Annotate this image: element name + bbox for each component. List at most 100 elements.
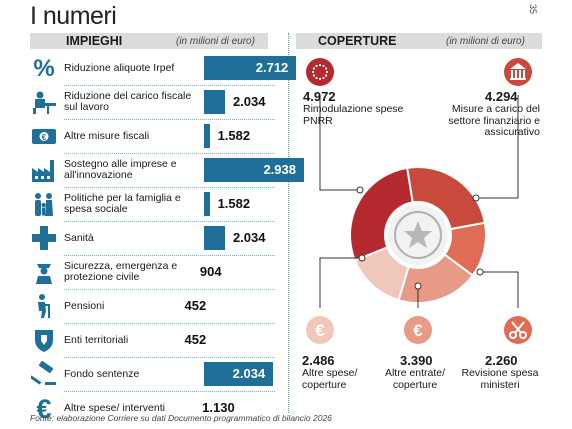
svg-text:€: € bbox=[42, 133, 47, 142]
row-separator bbox=[64, 85, 275, 86]
callout-dot bbox=[476, 268, 484, 276]
row-separator bbox=[64, 221, 275, 222]
health-cross-icon bbox=[30, 224, 58, 252]
bar-value-label: 2.938 bbox=[263, 162, 296, 177]
bar-row: Riduzione del carico fiscale sul lavoro … bbox=[30, 86, 275, 120]
bar-value-label: 1.582 bbox=[209, 192, 258, 216]
bar-category-label: Fondo sentenze bbox=[64, 367, 140, 380]
percent-icon: % bbox=[30, 54, 58, 82]
pie-value-label: 3.390 bbox=[400, 353, 433, 368]
pie-slice bbox=[349, 166, 414, 262]
coperture-heading: COPERTURE bbox=[318, 34, 397, 48]
bar-value-label: 1.582 bbox=[209, 124, 258, 148]
svg-text:€: € bbox=[315, 321, 325, 340]
pie-value-label: 4.294 bbox=[485, 89, 518, 104]
page-title: I numeri bbox=[30, 2, 117, 30]
bar-category-label: Riduzione del carico fiscale sul lavoro bbox=[64, 90, 192, 113]
svg-text:€: € bbox=[413, 321, 423, 340]
pie-value-label: 2.260 bbox=[485, 353, 518, 368]
pie-category-label: Misure a carico del settore finanziario … bbox=[448, 103, 540, 138]
shield-icon bbox=[30, 326, 58, 354]
callout-line bbox=[319, 95, 360, 191]
callout-dot bbox=[356, 186, 364, 194]
euro-icon: € bbox=[30, 394, 58, 422]
bar-row: Sanità 2.034 bbox=[30, 222, 275, 256]
bar-row: € Altre misure fiscali 1.582 bbox=[30, 120, 275, 154]
worker-desk-icon bbox=[30, 88, 58, 116]
pie-category-label: Altre entrate/ coperture bbox=[384, 367, 446, 391]
euro-coin-icon: € bbox=[404, 316, 432, 344]
callout-line bbox=[480, 271, 519, 308]
pie-category-label: Altre spese/ coperture bbox=[302, 367, 358, 391]
bank-icon bbox=[504, 58, 532, 86]
callout-dot bbox=[414, 282, 422, 290]
source-note: Fonte: elaborazione Corriere su dati Doc… bbox=[30, 413, 332, 423]
row-separator bbox=[64, 255, 275, 256]
bar-value-label: 452 bbox=[171, 328, 220, 352]
pie-slice bbox=[406, 166, 487, 231]
column-divider bbox=[288, 33, 289, 413]
coperture-header: COPERTURE (in milioni di euro) bbox=[296, 33, 542, 49]
page-number: 35 bbox=[528, 4, 538, 15]
bar-category-label: Riduzione aliquote Irpef bbox=[64, 61, 175, 74]
bar-value-label: 2.034 bbox=[225, 90, 274, 114]
row-separator bbox=[64, 323, 275, 324]
bar bbox=[204, 362, 274, 386]
bar-row: Sostegno alle imprese e all'innovazione … bbox=[30, 154, 304, 188]
bar-row: € Altre spese/ interventi 1.130 bbox=[30, 392, 275, 424]
row-separator bbox=[64, 153, 275, 154]
bar bbox=[204, 56, 297, 80]
callout-dot bbox=[472, 194, 480, 202]
impieghi-header: IMPIEGHI (in milioni di euro) bbox=[30, 33, 268, 49]
pie-category-label: Revisione spesa ministeri bbox=[461, 367, 539, 391]
gavel-icon bbox=[30, 360, 58, 388]
factory-icon bbox=[30, 156, 58, 184]
row-separator bbox=[64, 391, 275, 392]
coperture-donut-chart: €€ bbox=[306, 58, 532, 344]
bar-value-label: 2.034 bbox=[225, 226, 274, 250]
callout-line bbox=[319, 257, 362, 308]
bar-value-label: 2.712 bbox=[255, 60, 289, 75]
bar-row: Fondo sentenze 2.034 bbox=[30, 358, 275, 392]
pie-value-label: 4.972 bbox=[303, 89, 336, 104]
callout-line bbox=[476, 95, 519, 199]
bar-category-label: Politiche per la famiglia e spesa social… bbox=[64, 192, 181, 215]
row-separator bbox=[64, 119, 275, 120]
eu-flag-icon bbox=[306, 58, 334, 86]
svg-text:%: % bbox=[33, 55, 54, 81]
bar-value-label: 1.130 bbox=[194, 396, 243, 420]
pie-category-label: Rimodulazione spese PNRR bbox=[303, 103, 404, 127]
row-separator bbox=[64, 357, 275, 358]
family-icon bbox=[30, 190, 58, 218]
bar-row: Politiche per la famiglia e spesa social… bbox=[30, 188, 275, 222]
callout-dot bbox=[358, 254, 366, 262]
banknote-icon: € bbox=[30, 122, 58, 150]
bar-value-label: 452 bbox=[171, 294, 220, 318]
bar-row: % Riduzione aliquote Irpef 2.712 bbox=[30, 52, 297, 86]
pie-slice bbox=[353, 246, 410, 302]
bar-category-label: Enti territoriali bbox=[64, 333, 129, 346]
scissors-icon bbox=[504, 316, 532, 344]
impieghi-unit: (in milioni di euro) bbox=[176, 35, 255, 47]
bar-row: Pensioni 452 bbox=[30, 290, 275, 324]
pie-value-label: 2.486 bbox=[302, 353, 335, 368]
bar bbox=[204, 158, 304, 182]
bar-category-label: Sanità bbox=[64, 231, 94, 244]
bar-category-label: Sostegno alle imprese e all'innovazione bbox=[64, 158, 177, 181]
impieghi-heading: IMPIEGHI bbox=[66, 34, 123, 48]
bar-category-label: Altre misure fiscali bbox=[64, 129, 150, 142]
row-separator bbox=[64, 187, 275, 188]
bar-value-label: 2.034 bbox=[232, 366, 266, 381]
svg-text:€: € bbox=[36, 395, 51, 421]
police-officer-icon bbox=[30, 258, 58, 286]
bar-row: Sicurezza, emergenza e protezione civile… bbox=[30, 256, 275, 290]
coperture-unit: (in milioni di euro) bbox=[446, 35, 525, 47]
emblem-icon bbox=[388, 205, 448, 265]
bar-category-label: Sicurezza, emergenza e protezione civile bbox=[64, 260, 178, 283]
bar-category-label: Altre spese/ interventi bbox=[64, 401, 165, 414]
euro-coin-icon: € bbox=[306, 316, 334, 344]
row-separator bbox=[64, 289, 275, 290]
bar-row: Enti territoriali 452 bbox=[30, 324, 275, 358]
bar-category-label: Pensioni bbox=[64, 299, 105, 312]
elderly-person-icon bbox=[30, 292, 58, 320]
